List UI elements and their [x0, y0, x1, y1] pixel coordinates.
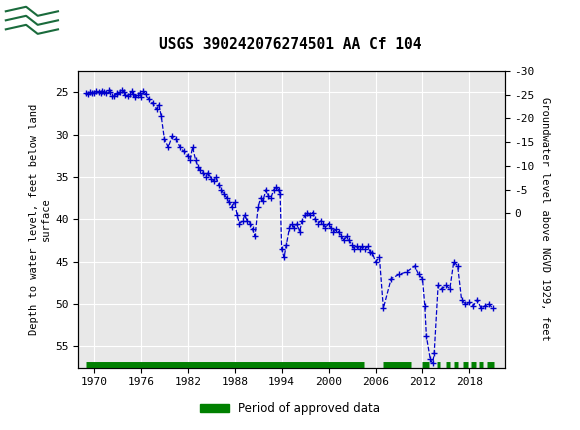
Text: USGS 390242076274501 AA Cf 104: USGS 390242076274501 AA Cf 104	[159, 37, 421, 52]
Y-axis label: Groundwater level above NGVD 1929, feet: Groundwater level above NGVD 1929, feet	[540, 98, 550, 341]
Legend: Period of approved data: Period of approved data	[195, 397, 385, 420]
FancyBboxPatch shape	[3, 3, 61, 42]
Text: USGS: USGS	[67, 14, 122, 31]
Y-axis label: Depth to water level, feet below land
surface: Depth to water level, feet below land su…	[30, 104, 51, 335]
